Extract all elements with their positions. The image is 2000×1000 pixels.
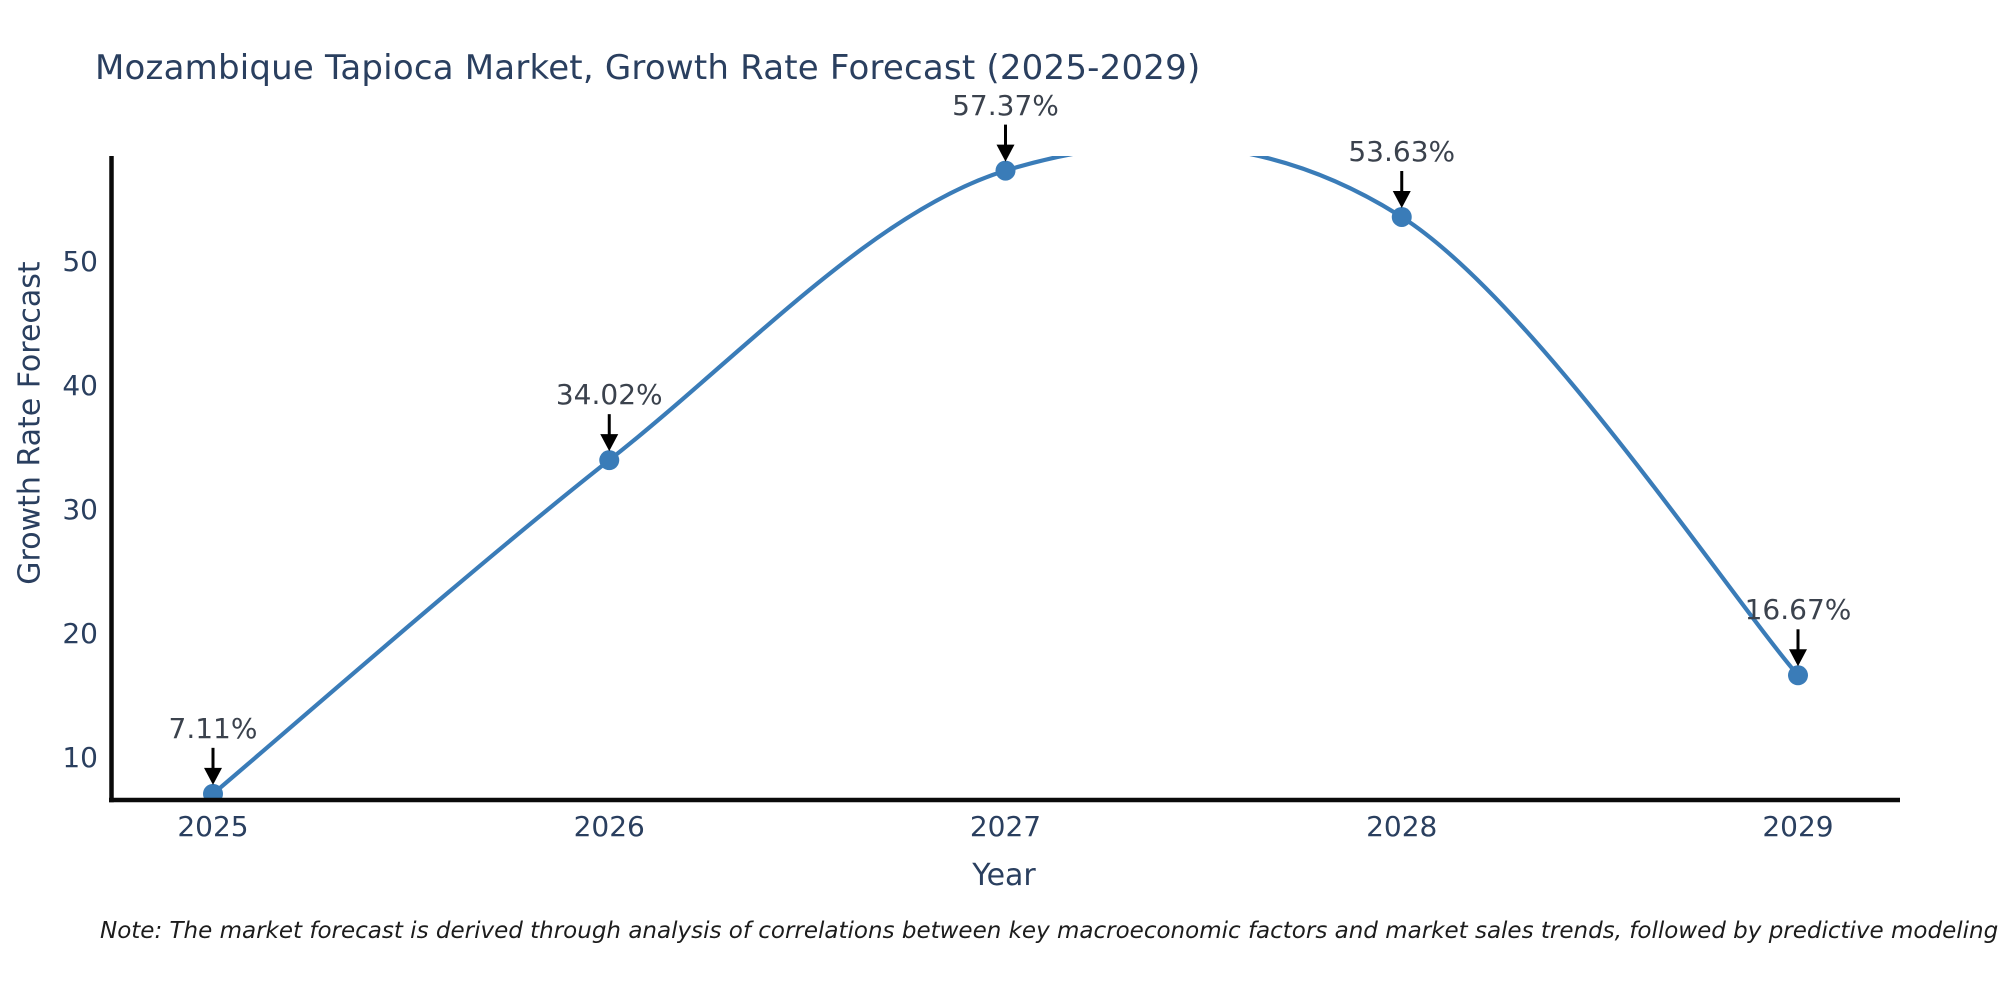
data-point-marker-2029 [1788, 665, 1808, 686]
annotation-arrowhead-icon [1789, 649, 1807, 667]
x-tick-label-2028: 2028 [1366, 810, 1438, 843]
x-tick-label-2026: 2026 [573, 810, 645, 843]
point-annotation-2027: 57.37% [952, 88, 1059, 122]
line-series [210, 156, 1801, 796]
point-annotation-2025: 7.11% [168, 711, 258, 745]
annotation-arrowhead-icon [600, 434, 619, 452]
annotation-arrowhead-icon [996, 144, 1015, 162]
point-annotation-2026: 34.02% [555, 378, 663, 412]
footnote: Note: The market forecast is derived thr… [100, 918, 2000, 944]
chart-title: Mozambique Tapioca Market, Growth Rate F… [95, 48, 1201, 88]
y-tick-label-40: 40 [62, 369, 98, 402]
y-tick-label-10: 10 [62, 741, 98, 774]
y-tick-label-50: 50 [62, 245, 98, 278]
annotation-arrowhead-icon [1392, 190, 1411, 208]
y-tick-label-20: 20 [62, 617, 98, 650]
forecast-line [210, 156, 1801, 796]
point-annotation-2029: 16.67% [1744, 593, 1852, 627]
data-point-marker-2025 [203, 783, 223, 802]
y-tick-label-30: 30 [62, 493, 98, 526]
data-point-marker-2028 [1391, 206, 1412, 227]
point-annotation-2028: 53.63% [1348, 134, 1456, 168]
x-tick-label-2025: 2025 [177, 810, 249, 843]
x-tick-label-2029: 2029 [1762, 810, 1834, 843]
x-tick-label-2027: 2027 [969, 810, 1042, 843]
data-point-marker-2026 [599, 450, 620, 471]
marker-series [203, 160, 1808, 802]
annotation-arrows [204, 124, 1807, 785]
data-point-marker-2027 [995, 160, 1016, 181]
x-axis-title: Year [972, 858, 1036, 893]
axis-spines [109, 156, 1900, 803]
annotation-arrowhead-icon [204, 767, 222, 785]
